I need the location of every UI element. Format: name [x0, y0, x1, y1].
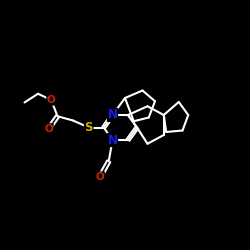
Text: O: O — [44, 124, 53, 134]
Text: N: N — [108, 134, 118, 146]
Text: S: S — [84, 121, 93, 134]
Text: N: N — [108, 108, 118, 122]
Text: O: O — [96, 172, 104, 182]
Text: O: O — [47, 95, 56, 105]
